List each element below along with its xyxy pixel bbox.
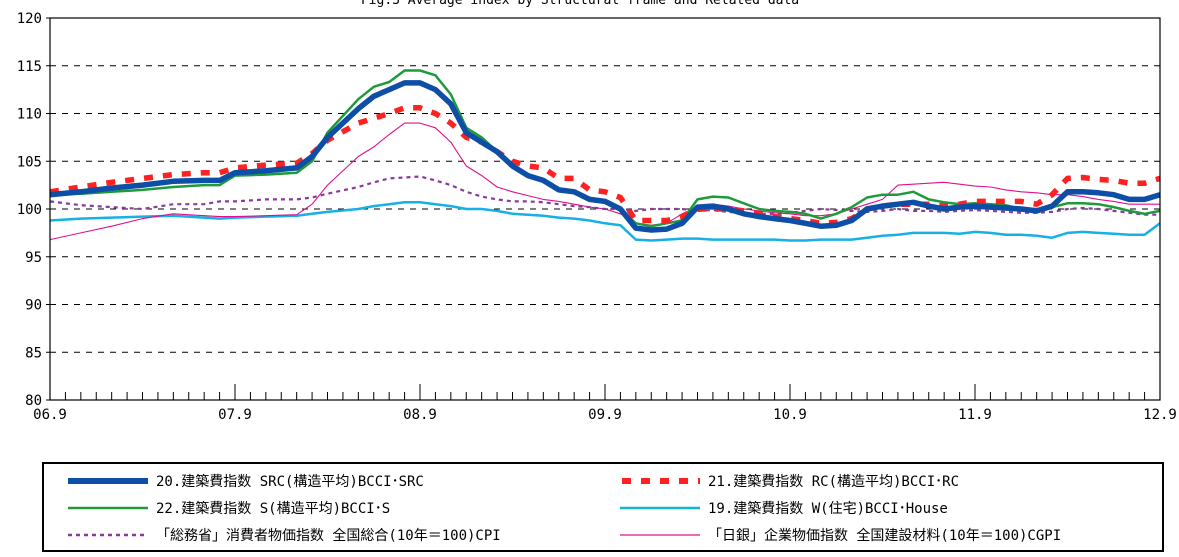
x-tick-labels: 06.9 07.9 08.9 09.9 10.9 11.9 12.9 <box>33 407 1177 423</box>
series-line-1 <box>49 105 1161 227</box>
x-tick-label-07.9: 07.9 <box>218 407 252 423</box>
y-tick-label-115: 115 <box>17 59 42 75</box>
legend-swatch-house <box>620 506 700 510</box>
legend-item-src: 20.建築費指数 SRC(構造平均)BCCI･SRC <box>68 468 424 494</box>
legend-item-rc: 21.建築費指数 RC(構造平均)BCCI･RC <box>620 468 959 494</box>
legend-swatch-rc <box>622 478 700 484</box>
axes <box>46 17 1161 401</box>
series-line-0 <box>49 80 1161 233</box>
legend-label-cgpi: 「日銀」企業物価指数 全国建設材料(10年＝100)CGPI <box>708 528 1062 544</box>
x-tick-label-12.9: 12.9 <box>1143 407 1177 423</box>
series-layer <box>49 69 1161 242</box>
y-tick-label-85: 85 <box>25 345 42 361</box>
legend-item-s: 22.建築費指数 S(構造平均)BCCI･S <box>68 495 390 521</box>
legend-label-house: 19.建築費指数 W(住宅)BCCI･House <box>708 501 948 517</box>
y-tick-label-100: 100 <box>17 202 42 218</box>
grid-lines <box>50 65 1160 353</box>
legend-item-cpi: 「総務省」消費者物価指数 全国総合(10年＝100)CPI <box>68 522 501 548</box>
y-tick-label-90: 90 <box>25 298 42 314</box>
series-line-3 <box>49 201 1161 242</box>
legend-label-src: 20.建築費指数 SRC(構造平均)BCCI･SRC <box>156 474 424 490</box>
x-tick-label-06.9: 06.9 <box>33 407 67 423</box>
x-tick-label-10.9: 10.9 <box>773 407 807 423</box>
legend-label-rc: 21.建築費指数 RC(構造平均)BCCI･RC <box>708 474 960 490</box>
chart-legend: 20.建築費指数 SRC(構造平均)BCCI･SRC 21.建築費指数 RC(構… <box>42 462 1164 552</box>
legend-swatch-cpi <box>68 533 148 537</box>
legend-item-cgpi: 「日銀」企業物価指数 全国建設材料(10年＝100)CGPI <box>620 522 1061 548</box>
y-tick-label-110: 110 <box>17 107 42 123</box>
y-tick-labels: 80 85 90 95 100 105 110 115 120 <box>17 11 42 409</box>
legend-swatch-cgpi <box>620 534 700 536</box>
legend-swatch-src <box>68 478 148 484</box>
x-tick-label-08.9: 08.9 <box>403 407 437 423</box>
x-tick-label-09.9: 09.9 <box>588 407 622 423</box>
y-tick-label-120: 120 <box>17 11 42 27</box>
legend-swatch-s <box>68 506 148 510</box>
y-tick-label-95: 95 <box>25 250 42 266</box>
chart-title: Fig.3 Average index by Structural frame … <box>361 0 799 8</box>
legend-item-house: 19.建築費指数 W(住宅)BCCI･House <box>620 495 948 521</box>
x-tick-label-11.9: 11.9 <box>958 407 992 423</box>
y-tick-label-80: 80 <box>25 393 42 409</box>
chart-svg: Fig.3 Average index by Structural frame … <box>17 0 1177 423</box>
series-line-4 <box>49 175 1160 216</box>
legend-label-cpi: 「総務省」消費者物価指数 全国総合(10年＝100)CPI <box>156 528 501 544</box>
y-tick-label-105: 105 <box>17 154 42 170</box>
legend-label-s: 22.建築費指数 S(構造平均)BCCI･S <box>156 501 391 517</box>
